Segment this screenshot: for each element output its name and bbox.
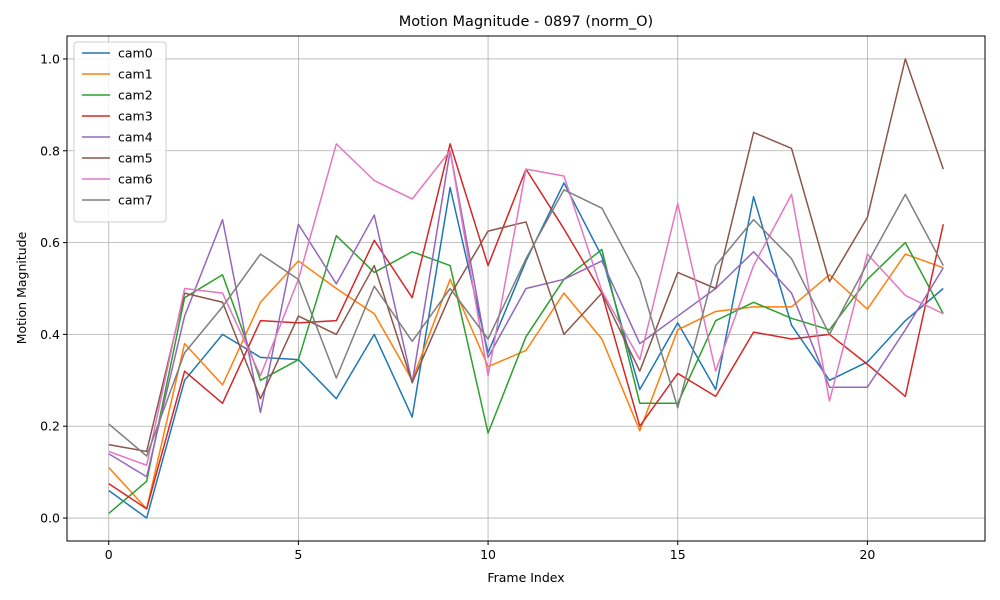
legend-label-cam2: cam2 — [118, 88, 153, 103]
legend-label-cam1: cam1 — [118, 67, 153, 82]
series-line-cam6 — [108, 143, 944, 466]
y-tick-label: 0.4 — [40, 327, 60, 342]
legend-label-cam5: cam5 — [118, 151, 153, 166]
plot-area — [108, 58, 945, 519]
y-tick-label: 0.0 — [40, 511, 60, 526]
series-line-cam5 — [108, 58, 944, 453]
legend-label-cam6: cam6 — [118, 172, 153, 187]
legend-label-cam0: cam0 — [118, 46, 153, 61]
x-tick-label: 20 — [859, 547, 875, 562]
series-line-cam7 — [108, 189, 944, 457]
legend-label-cam3: cam3 — [118, 109, 153, 124]
y-axis-ticks: 0.0 0.2 0.4 0.6 0.8 1.0 — [40, 51, 67, 526]
y-axis-label: Motion Magnitude — [14, 231, 29, 344]
x-tick-label: 5 — [294, 547, 302, 562]
y-tick-label: 0.2 — [40, 419, 60, 434]
x-tick-label: 15 — [670, 547, 686, 562]
chart-title: Motion Magnitude - 0897 (norm_O) — [399, 14, 653, 30]
x-tick-label: 0 — [105, 547, 113, 562]
legend-box — [73, 41, 167, 223]
x-axis-label: Frame Index — [487, 570, 564, 585]
y-tick-label: 0.6 — [40, 235, 60, 250]
legend: cam0 cam1 cam2 cam3 cam4 cam5 cam6 cam7 — [73, 41, 167, 223]
legend-label-cam4: cam4 — [118, 130, 153, 145]
x-tick-label: 10 — [480, 547, 496, 562]
legend-label-cam7: cam7 — [118, 193, 153, 208]
axes-frame — [66, 35, 986, 542]
x-axis-ticks: 0 5 10 15 20 — [105, 541, 875, 562]
y-tick-label: 1.0 — [40, 51, 60, 66]
grid-lines — [67, 36, 985, 541]
series-line-cam1 — [108, 253, 944, 510]
y-tick-label: 0.8 — [40, 143, 60, 158]
